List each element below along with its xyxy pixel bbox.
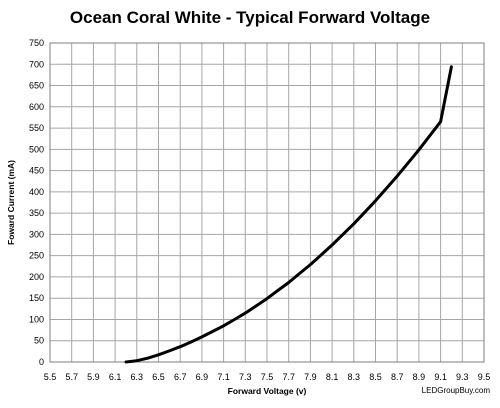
x-tick-label: 8.9 (413, 372, 426, 382)
x-tick-label: 6.9 (196, 372, 209, 382)
x-tick-label: 7.7 (282, 372, 295, 382)
y-tick-label: 450 (29, 166, 44, 176)
y-tick-label: 500 (29, 144, 44, 154)
y-tick-label: 350 (29, 208, 44, 218)
x-axis-label: Forward Voltage (v) (228, 386, 307, 396)
y-axis-label: Foward Current (mA) (6, 160, 16, 245)
x-tick-label: 6.5 (152, 372, 165, 382)
y-tick-label: 550 (29, 123, 44, 133)
x-tick-label: 8.1 (326, 372, 339, 382)
x-tick-label: 5.9 (87, 372, 100, 382)
x-tick-label: 6.1 (109, 372, 122, 382)
x-tick-label: 8.5 (369, 372, 382, 382)
y-tick-label: 700 (29, 59, 44, 69)
y-tick-label: 400 (29, 187, 44, 197)
plot-frame (49, 42, 485, 363)
y-tick-label: 200 (29, 272, 44, 282)
y-tick-label: 650 (29, 81, 44, 91)
x-tick-label: 6.3 (131, 372, 144, 382)
y-tick-label: 750 (29, 38, 44, 48)
x-tick-label: 9.1 (434, 372, 447, 382)
x-tick-label: 6.7 (174, 372, 187, 382)
x-tick-label: 7.9 (304, 372, 317, 382)
x-tick-label: 7.1 (217, 372, 230, 382)
series-line (124, 65, 453, 364)
y-tick-label: 250 (29, 251, 44, 261)
watermark: LEDGroupBuy.com (421, 386, 490, 395)
x-tick-label: 7.5 (261, 372, 274, 382)
y-tick-label: 0 (39, 357, 44, 367)
x-tick-label: 9.3 (456, 372, 469, 382)
x-tick-label: 5.5 (44, 372, 57, 382)
x-tick-label: 5.7 (65, 372, 78, 382)
y-tick-label: 50 (34, 336, 44, 346)
y-tick-label: 300 (29, 229, 44, 239)
x-tick-label: 7.3 (239, 372, 252, 382)
y-tick-label: 100 (29, 314, 44, 324)
chart-title: Ocean Coral White - Typical Forward Volt… (69, 8, 431, 27)
y-tick-label: 600 (29, 102, 44, 112)
y-tick-label: 150 (29, 293, 44, 303)
x-tick-label: 9.5 (478, 372, 491, 382)
x-tick-label: 8.3 (348, 372, 361, 382)
x-tick-label: 8.7 (391, 372, 404, 382)
